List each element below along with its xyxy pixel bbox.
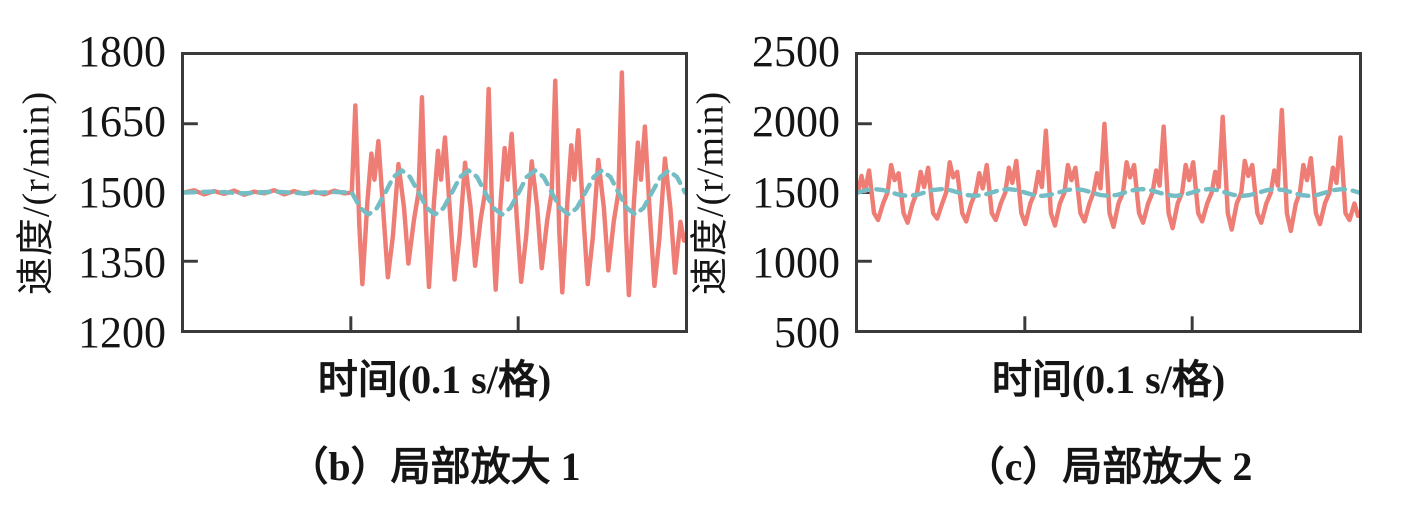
panel-c: 速度/(r/min) 2500 2000 1500 1000 500 时间(0.1 s/… — [674, 0, 1394, 512]
panel-caption-c: （c）局部放大 2 — [964, 444, 1253, 489]
y-axis-title-c: 速度/(r/min) — [680, 52, 732, 333]
y-tick-label: 1500 — [78, 167, 166, 217]
x-axis-title-b: 时间(0.1 s/格) — [317, 357, 552, 402]
y-tick-label: 500 — [774, 308, 840, 357]
y-tick-label: 1800 — [78, 27, 166, 76]
y-tick-label: 1650 — [78, 97, 166, 147]
plot-area-b — [181, 52, 688, 333]
chart-canvas-b — [184, 70, 685, 330]
y-tick-label: 1200 — [78, 308, 166, 357]
y-tick-label: 2500 — [752, 27, 840, 76]
y-tick-label: 2000 — [752, 97, 840, 147]
y-axis-title-b: 速度/(r/min) — [6, 52, 58, 333]
y-axis-title-text: 速度/(r/min) — [15, 90, 58, 295]
y-axis-tick-labels-c: 2500 2000 1500 1000 500 — [730, 0, 844, 512]
panel-b: 速度/(r/min) 1800 1650 1500 1350 1200 时间(0.1 s… — [6, 0, 688, 512]
y-tick-label: 1500 — [752, 167, 840, 217]
panel-caption-b: （b）局部放大 1 — [288, 444, 581, 489]
y-tick-label: 1000 — [752, 237, 840, 287]
x-axis-title-c: 时间(0.1 s/格) — [991, 357, 1226, 402]
plot-area-c — [855, 52, 1362, 333]
y-tick-label: 1350 — [78, 237, 166, 287]
y-axis-title-text: 速度/(r/min) — [689, 90, 732, 295]
chart-canvas-c — [858, 107, 1359, 330]
measured-speed-line — [184, 70, 685, 298]
y-axis-tick-labels-b: 1800 1650 1500 1350 1200 — [56, 0, 170, 512]
measured-speed-line — [858, 107, 1359, 234]
reference-speed-line — [858, 186, 1359, 199]
reference-speed-line — [184, 168, 685, 217]
